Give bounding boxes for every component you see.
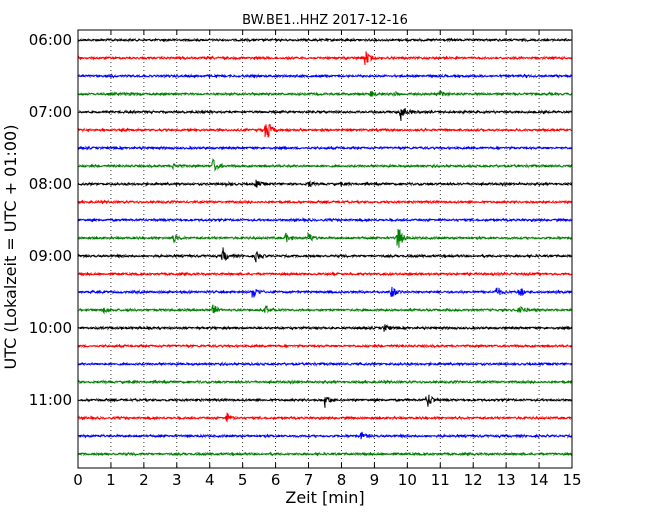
trace-0700 <box>77 108 573 121</box>
chart-title: BW.BE1..HHZ 2017-12-16 <box>242 13 408 28</box>
trace-0630 <box>77 73 573 79</box>
trace-0615 <box>77 51 573 66</box>
trace-1115 <box>77 412 573 423</box>
trace-0830 <box>77 217 573 223</box>
trace-1130 <box>77 431 573 440</box>
trace-1100 <box>77 394 573 408</box>
x-tick-label: 15 <box>562 471 581 489</box>
trace-0745 <box>77 158 573 172</box>
x-tick-label: 9 <box>370 471 380 489</box>
x-tick-label: 0 <box>73 471 83 489</box>
x-axis-label: Zeit [min] <box>285 488 364 507</box>
x-tick-label: 12 <box>464 471 483 489</box>
trace-0645 <box>77 90 573 97</box>
trace-0930 <box>77 286 573 298</box>
x-axis: 0 1 2 3 4 5 6 7 8 9 10 11 12 13 14 15 <box>73 30 582 489</box>
trace-1030 <box>77 361 573 367</box>
y-tick-label: 07:00 <box>29 103 72 121</box>
y-axis: 06:00 07:00 08:00 09:00 10:00 11:00 <box>29 31 72 409</box>
plot-frame <box>77 29 573 469</box>
x-tick-label: 2 <box>139 471 149 489</box>
x-tick-label: 13 <box>497 471 516 489</box>
traces <box>77 37 573 457</box>
trace-1015 <box>77 343 573 349</box>
y-tick-label: 11:00 <box>29 391 72 409</box>
trace-0730 <box>77 145 573 151</box>
trace-0845 <box>77 228 573 248</box>
x-tick-label: 6 <box>271 471 281 489</box>
trace-0815 <box>77 199 573 205</box>
x-tick-label: 4 <box>205 471 215 489</box>
trace-0800 <box>77 179 573 188</box>
x-tick-label: 10 <box>398 471 417 489</box>
x-tick-label: 1 <box>106 471 116 489</box>
y-tick-label: 08:00 <box>29 175 72 193</box>
trace-1045 <box>77 379 573 385</box>
trace-0915 <box>77 271 573 277</box>
trace-0945 <box>77 304 573 315</box>
y-axis-label: UTC (Lokalzeit = UTC + 01:00) <box>1 125 20 370</box>
trace-0600 <box>77 37 573 43</box>
x-tick-label: 11 <box>431 471 450 489</box>
x-tick-label: 7 <box>304 471 314 489</box>
trace-1145 <box>77 451 573 457</box>
trace-1000 <box>77 324 573 332</box>
x-tick-label: 5 <box>238 471 248 489</box>
y-tick-label: 09:00 <box>29 247 72 265</box>
y-tick-label: 06:00 <box>29 31 72 49</box>
trace-0900 <box>77 247 573 263</box>
x-tick-label: 14 <box>530 471 549 489</box>
x-tick-label: 8 <box>337 471 347 489</box>
y-tick-label: 10:00 <box>29 319 72 337</box>
x-tick-label: 3 <box>172 471 182 489</box>
trace-0715 <box>77 124 573 138</box>
